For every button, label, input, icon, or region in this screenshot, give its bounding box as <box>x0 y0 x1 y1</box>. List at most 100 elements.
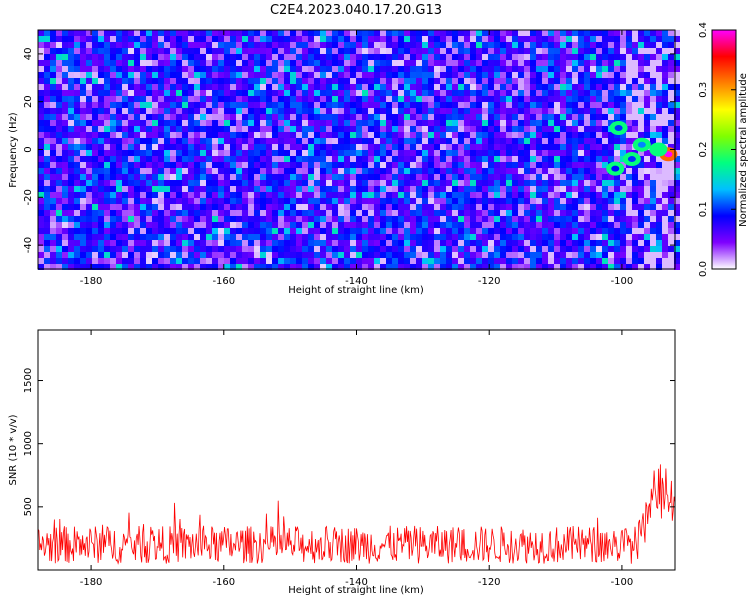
heatmap-cell <box>68 42 74 48</box>
heatmap-cell <box>446 162 452 168</box>
heatmap-cell <box>506 108 512 114</box>
heatmap-cell <box>140 240 146 246</box>
heatmap-cell <box>296 90 302 96</box>
heatmap-cell <box>260 180 266 186</box>
heatmap-cell <box>50 48 56 54</box>
heatmap-cell <box>626 222 632 228</box>
heatmap-cell <box>560 180 566 186</box>
heatmap-cell <box>128 186 134 192</box>
heatmap-cell <box>248 174 254 180</box>
heatmap-cell <box>446 228 452 234</box>
heatmap-cell <box>668 186 674 192</box>
heatmap-cell <box>284 240 290 246</box>
heatmap-cell <box>206 228 212 234</box>
heatmap-cell <box>626 72 632 78</box>
heatmap-cell <box>290 138 296 144</box>
heatmap-cell <box>380 36 386 42</box>
heatmap-cell <box>134 210 140 216</box>
heatmap-cell <box>242 42 248 48</box>
heatmap-cell <box>338 78 344 84</box>
heatmap-cell <box>44 264 50 270</box>
heatmap-cell <box>44 30 50 36</box>
heatmap-cell <box>410 114 416 120</box>
heatmap-cell <box>110 60 116 66</box>
heatmap-cell <box>38 174 44 180</box>
heatmap-cell <box>572 162 578 168</box>
heatmap-cell <box>398 30 404 36</box>
heatmap-cell <box>584 234 590 240</box>
heatmap-cell <box>362 102 368 108</box>
heatmap-cell <box>92 54 98 60</box>
heatmap-cell <box>224 132 230 138</box>
heatmap-cell <box>476 240 482 246</box>
heatmap-cell <box>182 114 188 120</box>
heatmap-cell <box>230 156 236 162</box>
heatmap-cell <box>344 240 350 246</box>
heatmap-cell <box>320 150 326 156</box>
heatmap-cell <box>194 186 200 192</box>
heatmap-cell <box>554 234 560 240</box>
heatmap-cell <box>356 204 362 210</box>
heatmap-cell <box>602 264 608 270</box>
heatmap-cell <box>68 138 74 144</box>
heatmap-cell <box>248 102 254 108</box>
heatmap-cell <box>482 84 488 90</box>
heatmap-cell <box>212 60 218 66</box>
heatmap-cell <box>266 54 272 60</box>
heatmap-cell <box>308 108 314 114</box>
heatmap-cell <box>104 42 110 48</box>
heatmap-cell <box>386 228 392 234</box>
heatmap-cell <box>650 54 656 60</box>
heatmap-cell <box>632 30 638 36</box>
heatmap-cell <box>290 120 296 126</box>
heatmap-cell <box>476 36 482 42</box>
heatmap-cell <box>254 192 260 198</box>
heatmap-cell <box>266 210 272 216</box>
heatmap-cell <box>152 126 158 132</box>
heatmap-cell <box>158 54 164 60</box>
heatmap-cell <box>122 144 128 150</box>
heatmap-cell <box>116 180 122 186</box>
heatmap-cell <box>428 72 434 78</box>
heatmap-cell <box>626 258 632 264</box>
heatmap-cell <box>266 78 272 84</box>
heatmap-cell <box>512 174 518 180</box>
heatmap-cell <box>440 222 446 228</box>
heatmap-cell <box>182 84 188 90</box>
heatmap-cell <box>476 96 482 102</box>
heatmap-cell <box>92 264 98 270</box>
heatmap-cell <box>44 126 50 132</box>
heatmap-cell <box>260 120 266 126</box>
heatmap-cell <box>386 108 392 114</box>
heatmap-cell <box>578 228 584 234</box>
heatmap-cell <box>392 162 398 168</box>
heatmap-cell <box>452 54 458 60</box>
heatmap-cell <box>218 72 224 78</box>
heatmap-cell <box>194 132 200 138</box>
heatmap-cell <box>452 60 458 66</box>
heatmap-cell <box>194 192 200 198</box>
heatmap-cell <box>308 228 314 234</box>
heatmap-cell <box>644 186 650 192</box>
heatmap-cell <box>290 240 296 246</box>
heatmap-cell <box>200 102 206 108</box>
heatmap-cell <box>596 240 602 246</box>
heatmap-cell <box>434 138 440 144</box>
heatmap-cell <box>518 36 524 42</box>
heatmap-cell <box>518 234 524 240</box>
heatmap-cell <box>122 96 128 102</box>
heatmap-cell <box>494 90 500 96</box>
heatmap-cell <box>236 84 242 90</box>
heatmap-cell <box>158 150 164 156</box>
heatmap-cell <box>386 156 392 162</box>
heatmap-cell <box>302 108 308 114</box>
heatmap-cell <box>386 186 392 192</box>
heatmap-cell <box>200 186 206 192</box>
heatmap-cell <box>554 180 560 186</box>
heatmap-cell <box>218 144 224 150</box>
heatmap-cell <box>62 102 68 108</box>
heatmap-cell <box>302 90 308 96</box>
heatmap-cell <box>494 48 500 54</box>
heatmap-cell <box>344 60 350 66</box>
heatmap-cell <box>368 48 374 54</box>
